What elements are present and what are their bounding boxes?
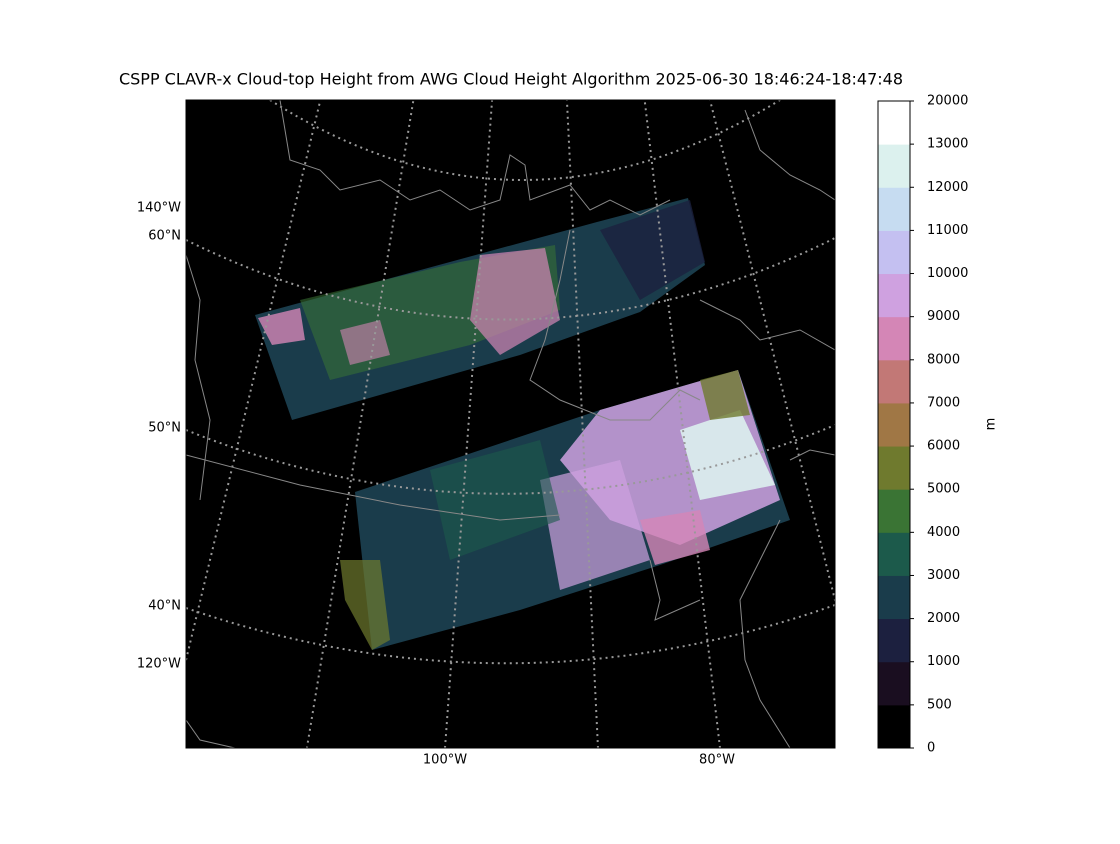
colorbar-tick-label: 2000 [927, 611, 960, 626]
colorbar-tick-label: 7000 [927, 395, 960, 410]
lon-label: 120°W [137, 657, 181, 672]
colorbar-tick-label: 1000 [927, 654, 960, 669]
map-frame [185, 99, 836, 749]
coastlines [186, 100, 835, 748]
cloud-swaths [255, 198, 790, 650]
colorbar-tick-label: 10000 [927, 266, 968, 281]
colorbar: 0 500 1000 2000 3000 4000 5000 6000 7000 8000 9000… [877, 94, 968, 756]
colorbar-segment [878, 446, 910, 490]
colorbar-segment [878, 187, 910, 231]
colorbar-segment [878, 273, 910, 318]
lon-label: 140°W [137, 201, 181, 216]
colorbar-tick-label: 5000 [927, 482, 960, 497]
colorbar-segment [878, 230, 910, 275]
colorbar-tick-label: 9000 [927, 309, 960, 324]
colorbar-label: m [984, 418, 999, 431]
colorbar-segment [878, 532, 910, 576]
title: CSPP CLAVR-x Cloud-top Height from AWG C… [119, 70, 903, 89]
colorbar-tick-label: 13000 [927, 137, 968, 152]
colorbar-segment [878, 101, 910, 145]
colorbar-segment [878, 489, 910, 533]
colorbar-segment [878, 704, 910, 749]
colorbar-tick-label: 0 [927, 741, 935, 756]
lon-label: 80°W [699, 753, 735, 768]
colorbar-segment [878, 402, 910, 447]
colorbar-tick-label: 500 [927, 697, 952, 712]
colorbar-tick-label: 12000 [927, 180, 968, 195]
colorbar-segment [878, 144, 910, 188]
colorbar-frame [877, 100, 911, 749]
lat-label: 40°N [148, 599, 181, 614]
lat-label: 60°N [148, 229, 181, 244]
map-layer [186, 100, 835, 748]
colorbar-segment [878, 575, 910, 620]
colorbar-segment [878, 661, 910, 706]
colorbar-tick-label: 11000 [927, 223, 968, 238]
colorbar-tick-label: 8000 [927, 352, 960, 367]
colorbar-tick-label: 20000 [927, 94, 968, 109]
lat-label: 50°N [148, 421, 181, 436]
colorbar-tick-label: 3000 [927, 568, 960, 583]
colorbar-segment [878, 316, 910, 361]
colorbar-segment [878, 359, 910, 404]
graticule [186, 100, 835, 748]
lon-label: 100°W [423, 753, 467, 768]
colorbar-tick-label: 4000 [927, 525, 960, 540]
colorbar-tick-label: 6000 [927, 439, 960, 454]
colorbar-segment [878, 618, 910, 663]
